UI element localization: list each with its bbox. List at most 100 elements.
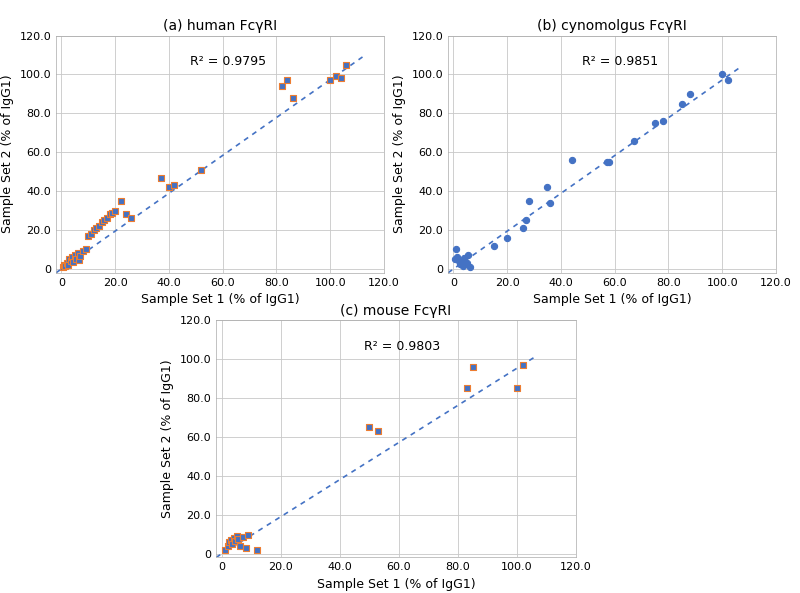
Point — [69, 250, 82, 260]
Point — [71, 248, 84, 258]
Point — [450, 245, 462, 254]
Point — [452, 256, 465, 266]
Title: (a) human FcγRI: (a) human FcγRI — [163, 19, 277, 33]
Point — [232, 534, 245, 544]
Point — [675, 99, 688, 109]
Y-axis label: Sample Set 2 (% of IgG1): Sample Set 2 (% of IgG1) — [1, 75, 14, 234]
Point — [60, 259, 73, 268]
Point — [56, 262, 69, 272]
Point — [519, 215, 532, 225]
Point — [510, 384, 523, 393]
Title: (c) mouse FcγRI: (c) mouse FcγRI — [341, 304, 451, 318]
Point — [62, 260, 74, 270]
Point — [600, 157, 613, 167]
Point — [522, 196, 535, 206]
Point — [168, 180, 181, 190]
Point — [59, 262, 72, 271]
Point — [627, 136, 640, 145]
Point — [106, 208, 119, 217]
Point — [162, 183, 175, 192]
Point — [466, 362, 479, 372]
Point — [82, 231, 94, 241]
Text: R² = 0.9795: R² = 0.9795 — [190, 55, 266, 68]
Point — [194, 165, 207, 174]
X-axis label: Sample Set 1 (% of IgG1): Sample Set 1 (% of IgG1) — [533, 293, 691, 306]
Point — [218, 545, 231, 554]
Y-axis label: Sample Set 2 (% of IgG1): Sample Set 2 (% of IgG1) — [161, 359, 174, 518]
Point — [93, 221, 106, 231]
Point — [340, 60, 353, 69]
Point — [239, 543, 252, 553]
Text: R² = 0.9803: R² = 0.9803 — [363, 340, 440, 353]
Point — [85, 229, 98, 238]
Point — [73, 256, 86, 265]
Point — [224, 535, 237, 544]
Point — [566, 155, 578, 165]
Point — [74, 251, 86, 261]
X-axis label: Sample Set 1 (% of IgG1): Sample Set 1 (% of IgG1) — [317, 578, 475, 591]
Point — [657, 116, 670, 126]
Point — [372, 426, 385, 436]
Point — [236, 533, 249, 542]
Point — [286, 93, 299, 103]
Point — [501, 233, 514, 243]
Point — [683, 89, 696, 98]
Point — [98, 215, 110, 225]
Y-axis label: Sample Set 2 (% of IgG1): Sample Set 2 (% of IgG1) — [393, 75, 406, 234]
Point — [463, 262, 476, 272]
Point — [223, 537, 236, 547]
Point — [87, 225, 100, 235]
Point — [227, 533, 240, 543]
Point — [461, 384, 474, 393]
Point — [330, 72, 342, 81]
Point — [230, 531, 243, 541]
Point — [90, 224, 102, 233]
Point — [603, 157, 616, 167]
Point — [363, 422, 376, 432]
Point — [448, 254, 461, 264]
Point — [103, 210, 116, 219]
Point — [462, 250, 474, 260]
Point — [324, 75, 337, 85]
Point — [517, 360, 530, 369]
Point — [541, 183, 554, 192]
Point — [517, 224, 530, 233]
Point — [716, 70, 729, 79]
Point — [451, 253, 464, 262]
Point — [454, 259, 466, 269]
Point — [234, 541, 246, 550]
Point — [66, 253, 78, 262]
Point — [125, 213, 138, 223]
Point — [222, 541, 234, 550]
Point — [79, 245, 92, 254]
Point — [455, 257, 468, 267]
Point — [461, 259, 474, 268]
Point — [58, 260, 70, 270]
Point — [275, 81, 288, 91]
Title: (b) cynomolgus FcγRI: (b) cynomolgus FcγRI — [537, 19, 687, 33]
Point — [95, 218, 108, 227]
Point — [64, 256, 77, 266]
Point — [458, 253, 470, 263]
Point — [226, 539, 238, 549]
Point — [281, 75, 294, 85]
Point — [67, 257, 80, 267]
Point — [109, 206, 122, 215]
Point — [544, 198, 557, 208]
Point — [77, 247, 90, 256]
Point — [334, 74, 347, 83]
Point — [63, 254, 76, 264]
Point — [114, 196, 127, 206]
Point — [70, 254, 82, 264]
Point — [456, 262, 469, 271]
Point — [251, 545, 264, 554]
Point — [649, 119, 662, 128]
Point — [487, 241, 500, 250]
Point — [119, 210, 132, 219]
Point — [229, 536, 242, 546]
Point — [101, 213, 114, 223]
X-axis label: Sample Set 1 (% of IgG1): Sample Set 1 (% of IgG1) — [141, 293, 299, 306]
Point — [242, 530, 255, 540]
Point — [722, 75, 734, 85]
Point — [154, 173, 167, 182]
